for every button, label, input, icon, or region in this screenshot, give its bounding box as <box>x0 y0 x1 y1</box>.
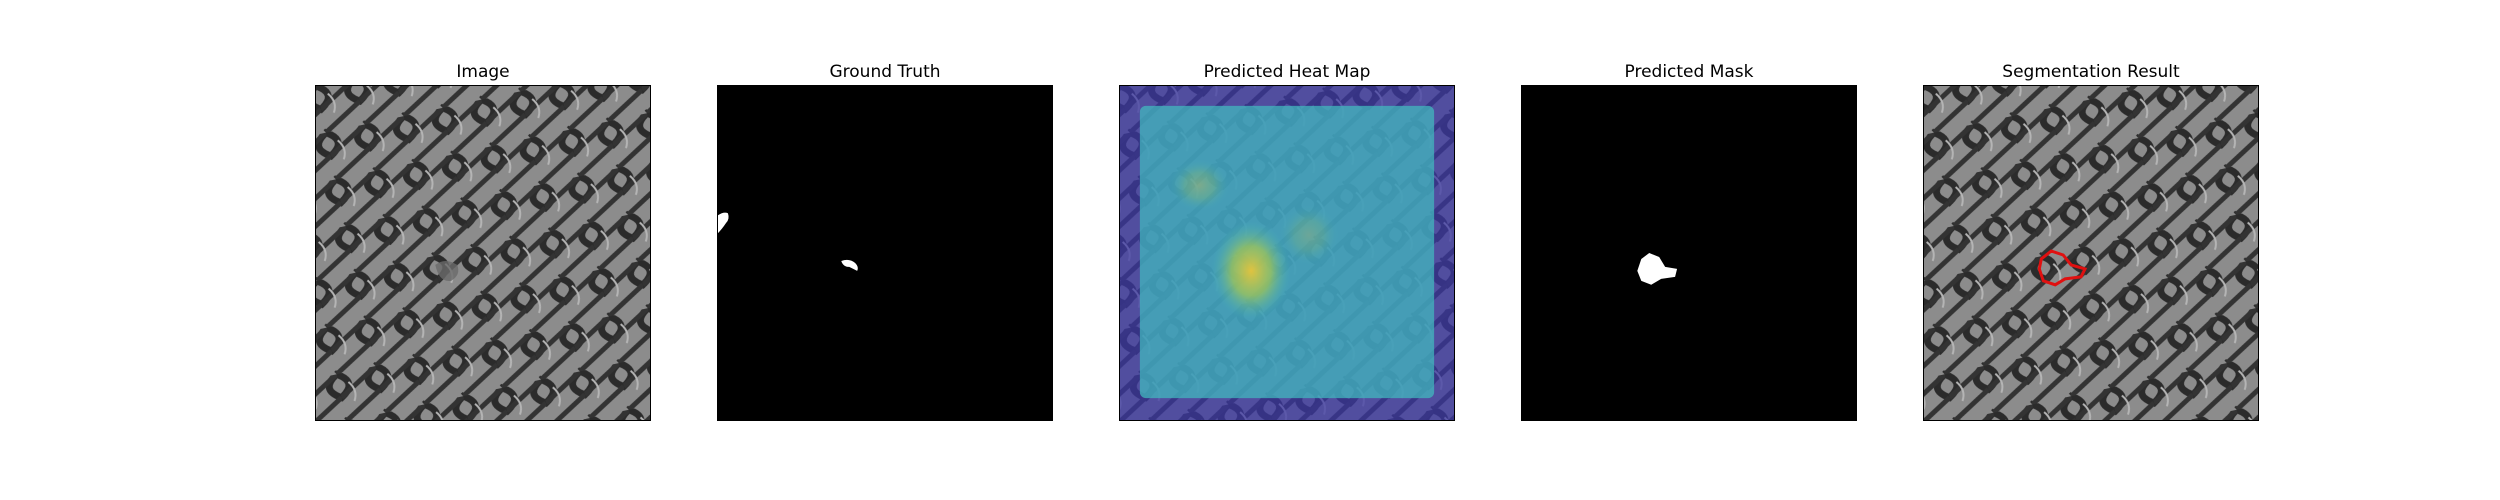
ground-truth-mask <box>718 86 1052 420</box>
panel-predicted-mask: Predicted Mask <box>1519 60 1859 426</box>
panel-title-ground-truth: Ground Truth <box>829 62 941 82</box>
panel-ground-truth: Ground Truth <box>715 60 1055 426</box>
panel-heat-map: Predicted Heat Map <box>1117 60 1457 426</box>
predicted-mask-frame <box>1521 85 1857 421</box>
panel-title-predicted-mask: Predicted Mask <box>1624 62 1754 82</box>
heat-map-frame <box>1119 85 1455 421</box>
panel-segmentation-result: Segmentation Result <box>1921 60 2261 426</box>
predicted-mask <box>1522 86 1856 420</box>
gt-blob-center <box>841 259 858 271</box>
segmentation-frame <box>1923 85 2259 421</box>
panel-title-heat-map: Predicted Heat Map <box>1203 62 1371 82</box>
gt-blob-left <box>718 212 729 234</box>
pred-blob <box>1637 253 1678 285</box>
ground-truth-frame <box>717 85 1053 421</box>
panel-title-segmentation-result: Segmentation Result <box>2002 62 2180 82</box>
panel-title-image: Image <box>456 62 510 82</box>
segmentation-contour <box>2037 249 2088 287</box>
image-frame <box>315 85 651 421</box>
segmentation-result <box>1924 86 2258 420</box>
input-image <box>316 86 650 420</box>
panel-image: Image <box>313 60 653 426</box>
heat-hotspot <box>1211 221 1291 321</box>
heat-map <box>1120 86 1454 420</box>
